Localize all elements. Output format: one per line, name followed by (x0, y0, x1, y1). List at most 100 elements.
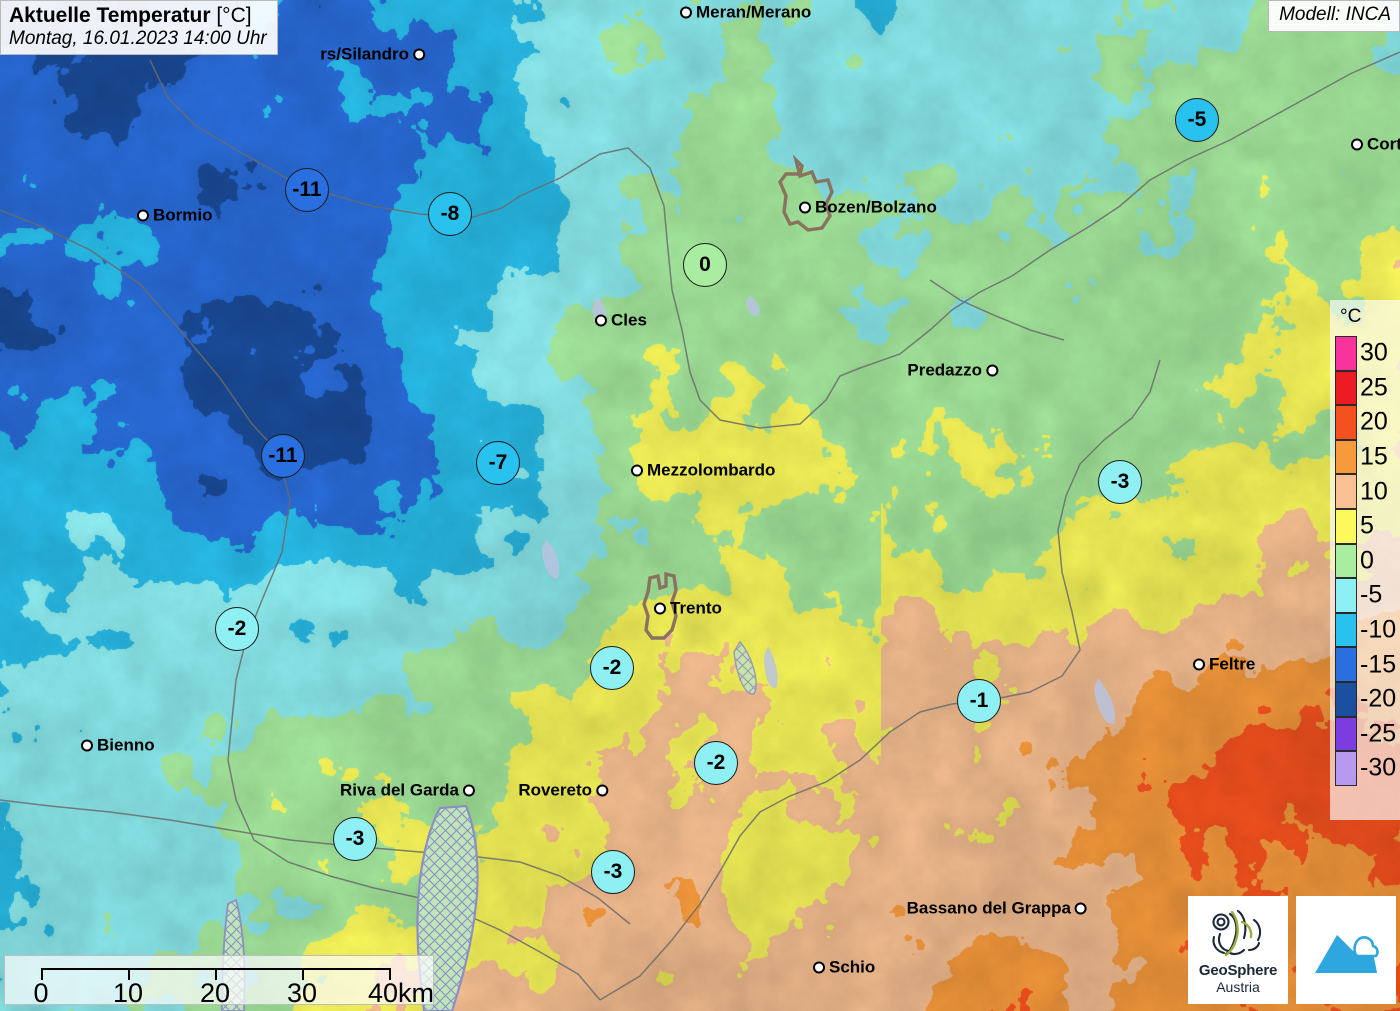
colorbar-swatch (1335, 612, 1357, 648)
city-dot-icon (813, 961, 825, 973)
city-label: Cortin (1367, 134, 1400, 154)
city-dot-icon (81, 739, 93, 751)
temperature-value-marker[interactable]: -7 (476, 441, 520, 485)
colorbar-entry: -30 (1335, 751, 1396, 786)
city-marker[interactable]: Rovereto (518, 782, 608, 799)
city-label: Schio (829, 957, 876, 977)
city-label: Bozen/Bolzano (815, 197, 937, 217)
temperature-value-marker[interactable]: -2 (215, 607, 259, 651)
geosphere-logo-sub: Austria (1216, 978, 1260, 995)
scale-bar: 0 10 20 30 40km (4, 955, 434, 1008)
colorbar-swatch (1335, 336, 1357, 371)
partner-logo[interactable] (1296, 896, 1396, 1004)
colorbar-tick-label: -5 (1360, 580, 1383, 609)
colorbar-swatch (1335, 716, 1357, 752)
city-dot-icon (596, 784, 608, 796)
city-marker[interactable]: Riva del Garda (340, 782, 475, 799)
city-marker[interactable]: Trento (654, 600, 722, 617)
colorbar-tick-label: -30 (1360, 753, 1397, 782)
colorbar-swatch (1335, 508, 1357, 544)
temperature-value-marker[interactable]: -3 (333, 817, 377, 861)
colorbar-tick-label: 25 (1360, 373, 1388, 402)
city-label: Bienno (97, 735, 155, 755)
colorbar-tick-label: 30 (1360, 338, 1388, 367)
colorbar-tick-label: -10 (1360, 615, 1397, 644)
colorbar-swatch (1335, 578, 1357, 613)
temperature-value-marker[interactable]: -11 (261, 434, 305, 478)
city-marker[interactable]: Cles (595, 312, 647, 329)
city-dot-icon (1193, 658, 1205, 670)
city-marker[interactable]: Bienno (81, 737, 155, 754)
temperature-value-marker[interactable]: -1 (957, 679, 1001, 723)
city-dot-icon (1351, 138, 1363, 150)
inland-waterbodies (542, 296, 1116, 725)
colorbar-entry: -15 (1335, 647, 1396, 682)
administrative-borders (0, 51, 1400, 1001)
colorbar-swatch (1335, 647, 1357, 682)
colorbar-tick-label: -15 (1360, 650, 1397, 679)
colorbar-entry: -20 (1335, 681, 1396, 717)
city-label: Feltre (1209, 654, 1256, 674)
city-marker[interactable]: Bozen/Bolzano (799, 199, 937, 216)
temperature-value-marker[interactable]: 0 (683, 243, 727, 287)
city-dot-icon (986, 364, 998, 376)
colorbar-tick-label: 10 (1360, 477, 1388, 506)
city-marker[interactable]: Bormio (137, 207, 213, 224)
city-dot-icon (680, 6, 692, 18)
temperature-value-marker[interactable]: -11 (285, 168, 329, 212)
colorbar-tick-label: 15 (1360, 442, 1388, 471)
city-label: rs/Silandro (320, 44, 409, 64)
colorbar-unit-label: °C (1340, 306, 1362, 327)
city-marker[interactable]: rs/Silandro (320, 46, 425, 63)
temperature-value-marker[interactable]: -3 (591, 850, 635, 894)
bozen-city-boundary (778, 154, 834, 232)
colorbar-swatch (1335, 474, 1357, 509)
city-marker[interactable]: Cortin (1351, 136, 1400, 153)
map-datetime: Montag, 16.01.2023 14:00 Uhr (9, 27, 267, 49)
city-marker[interactable]: Feltre (1193, 656, 1255, 673)
page-title: Aktuelle Temperatur [°C] (9, 4, 267, 28)
temperature-value-marker[interactable]: -5 (1175, 98, 1219, 142)
city-dot-icon (654, 602, 666, 614)
city-label: Rovereto (518, 780, 592, 800)
city-dot-icon (463, 784, 475, 796)
temperature-colorbar: °C 30 25 20 15 10 5 0 -5 -10 -15 -20 -25 -30 (1330, 300, 1400, 820)
city-dot-icon (1075, 902, 1087, 914)
city-label: Bormio (153, 205, 213, 225)
colorbar-entry: 30 (1335, 336, 1388, 371)
colorbar-entry: 0 (1335, 543, 1374, 579)
temperature-value-marker[interactable]: -2 (694, 741, 738, 785)
temperature-value-marker[interactable]: -3 (1098, 460, 1142, 504)
city-label: Riva del Garda (339, 780, 459, 800)
colorbar-swatch (1335, 681, 1357, 717)
geosphere-austria-logo[interactable]: GeoSphere Austria (1188, 896, 1288, 1004)
colorbar-swatch (1335, 370, 1357, 406)
city-marker[interactable]: Bassano del Grappa (907, 900, 1087, 917)
colorbar-entry: 5 (1335, 508, 1374, 544)
scale-bar-tick (389, 968, 391, 980)
scale-bar-tick (41, 968, 43, 980)
city-dot-icon (631, 464, 643, 476)
colorbar-entry: 10 (1335, 474, 1388, 509)
temperature-value-marker[interactable]: -2 (590, 646, 634, 690)
colorbar-tick-label: -20 (1360, 684, 1397, 713)
colorbar-swatch (1335, 543, 1357, 579)
city-label: Predazzo (907, 360, 982, 380)
city-marker[interactable]: Meran/Merano (680, 4, 811, 21)
scale-bar-label: 0 (33, 978, 49, 1008)
city-marker[interactable]: Schio (813, 959, 875, 976)
city-marker[interactable]: Predazzo (907, 362, 998, 379)
colorbar-tick-label: 5 (1360, 511, 1374, 540)
colorbar-swatch (1335, 751, 1357, 786)
colorbar-swatch (1335, 439, 1357, 475)
city-marker[interactable]: Mezzolombardo (631, 462, 775, 479)
colorbar-stack: 30 25 20 15 10 5 0 -5 -10 -15 -20 -25 -30 (1335, 336, 1396, 786)
geosphere-logo-name: GeoSphere (1198, 961, 1278, 979)
mountain-cloud-icon (1315, 935, 1379, 973)
colorbar-entry: 15 (1335, 439, 1388, 475)
temperature-value-marker[interactable]: -8 (428, 192, 472, 236)
colorbar-swatch (1335, 405, 1357, 440)
